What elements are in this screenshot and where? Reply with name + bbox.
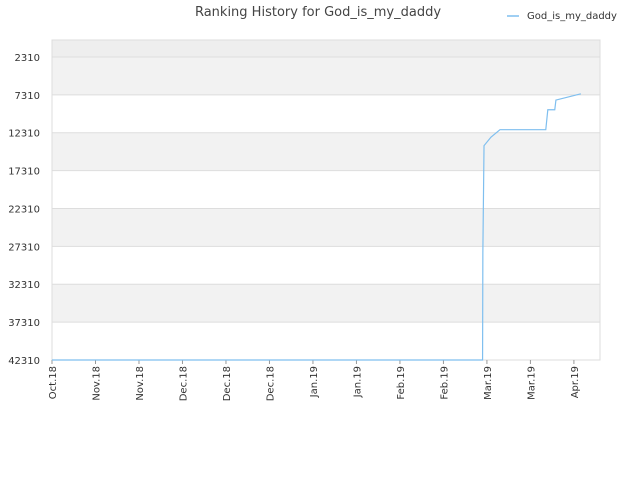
band bbox=[52, 170, 600, 209]
x-tick-label: Dec.18 bbox=[265, 366, 276, 401]
band bbox=[52, 94, 600, 133]
x-tick-label: Jan.19 bbox=[309, 366, 320, 398]
legend-label: God_is_my_daddy bbox=[527, 11, 617, 22]
band bbox=[52, 132, 600, 171]
band bbox=[52, 208, 600, 247]
x-tick-label: Apr.19 bbox=[570, 366, 581, 398]
chart-title: Ranking History for God_is_my_daddy bbox=[195, 5, 441, 20]
y-tick-label: 42310 bbox=[8, 356, 40, 367]
x-tick-label: Dec.18 bbox=[178, 366, 189, 401]
band bbox=[52, 284, 600, 323]
x-tick-label: Feb.19 bbox=[396, 366, 407, 400]
y-tick-label: 22310 bbox=[8, 204, 40, 215]
band bbox=[52, 322, 600, 360]
y-tick-label: 2310 bbox=[15, 53, 40, 64]
x-tick-label: Oct.18 bbox=[48, 366, 59, 399]
x-tick-label: Dec.18 bbox=[222, 366, 233, 401]
series-line bbox=[52, 93, 582, 361]
y-tick-label: 27310 bbox=[8, 242, 40, 253]
band bbox=[52, 56, 600, 95]
y-tick-label: 32310 bbox=[8, 280, 40, 291]
y-tick-label: 12310 bbox=[8, 129, 40, 140]
x-tick-label: Mar.19 bbox=[483, 366, 494, 400]
x-tick-label: Mar.19 bbox=[526, 366, 537, 400]
x-tick-label: Nov.18 bbox=[91, 366, 102, 401]
y-tick-label: 17310 bbox=[8, 167, 40, 178]
x-tick-label: Jan.19 bbox=[352, 366, 363, 398]
x-tick-label: Nov.18 bbox=[135, 366, 146, 401]
y-tick-label: 37310 bbox=[8, 318, 40, 329]
y-tick-label: 7310 bbox=[15, 91, 40, 102]
band bbox=[52, 246, 600, 285]
x-tick-label: Feb.19 bbox=[439, 366, 450, 400]
